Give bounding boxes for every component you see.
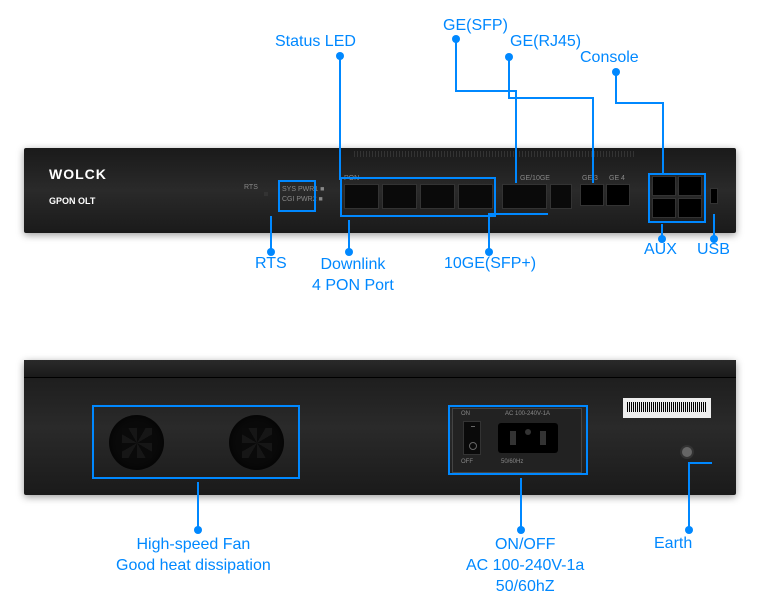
label-aux: AUX (644, 241, 677, 259)
line-gesfp-h (455, 90, 515, 92)
line-10ge-v (488, 213, 490, 252)
label-tenGe: 10GE(SFP+) (444, 255, 536, 273)
highlight-led (278, 180, 316, 212)
highlight-fan (92, 405, 300, 479)
barcode-lines (627, 402, 707, 412)
earth-screw (680, 445, 694, 459)
line-gesfp-v2 (515, 90, 517, 183)
dot-earth (685, 526, 693, 534)
dot-downlink (345, 248, 353, 256)
label-downlink: Downlink4 PON Port (312, 255, 394, 297)
back-ridge (24, 360, 736, 378)
line-rts (270, 216, 272, 252)
dot-rts (267, 248, 275, 256)
label-fan: High-speed FanGood heat dissipation (116, 535, 271, 577)
highlight-power (448, 405, 588, 475)
line-rj45-v (508, 57, 510, 97)
ge4-label: GE 4 (609, 175, 625, 182)
line-console-v (615, 72, 617, 102)
model-label: GPON OLT (49, 196, 95, 206)
port-text-rts: RTS (244, 184, 258, 191)
line-console-h (615, 102, 662, 104)
rj45-port-2 (606, 184, 630, 206)
line-gesfp-v (455, 40, 457, 90)
dot-aux (658, 235, 666, 243)
dot-10ge (485, 248, 493, 256)
line-console-v2 (662, 102, 664, 174)
dot-usb (710, 235, 718, 243)
label-console: Console (580, 49, 639, 67)
label-ge-rj45: GE(RJ45) (510, 33, 581, 51)
ge-label: GE/10GE (520, 175, 550, 182)
label-earth: Earth (654, 535, 692, 553)
dot-power (517, 526, 525, 534)
line-status (339, 56, 341, 180)
line-fan (197, 482, 199, 529)
label-ge-sfp: GE(SFP) (443, 17, 508, 35)
ge-sfp-port (502, 184, 547, 209)
barcode-sticker (623, 398, 711, 418)
label-power: ON/OFFAC 100-240V-1a50/60hZ (466, 535, 584, 597)
ge3-label: GE 3 (582, 175, 598, 182)
line-power (520, 478, 522, 529)
highlight-pon (340, 177, 496, 217)
line-rj45-h (508, 97, 592, 99)
rts-hole (264, 192, 268, 196)
label-status-led: Status LED (275, 33, 356, 51)
usb-port (710, 188, 718, 204)
brand-logo: WOLCK (49, 166, 107, 182)
line-rj45-v2 (592, 97, 594, 183)
highlight-console (648, 173, 706, 223)
line-earth-h (688, 462, 710, 464)
dot-fan (194, 526, 202, 534)
line-10ge-h (488, 213, 548, 215)
line-earth-start (710, 462, 712, 464)
label-rts: RTS (255, 255, 287, 273)
tenGe-port (550, 184, 572, 209)
label-usb: USB (697, 241, 730, 259)
rj45-port-1 (580, 184, 604, 206)
line-earth-v (688, 462, 690, 529)
